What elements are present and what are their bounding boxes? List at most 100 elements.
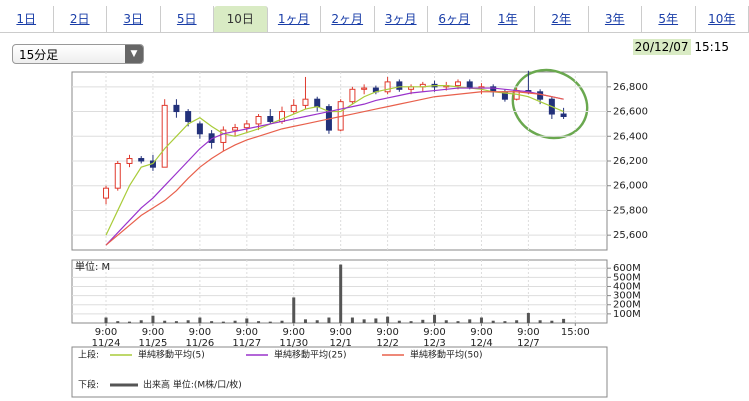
candle-body [361,87,368,90]
x-tick-label: 11/26 [185,338,214,349]
volume-bar [198,317,202,323]
period-tab[interactable]: 2ヶ月 [321,6,375,32]
candle-body [220,129,227,143]
volume-bar [186,320,190,323]
select-arrow[interactable]: ▼ [125,45,143,63]
volume-bar [104,317,108,323]
time: 15:15 [694,40,729,54]
volume-bar [515,320,519,323]
volume-bar [386,316,390,323]
volume-bar [303,319,307,323]
volume-bar [479,317,483,323]
x-tick-label: 12/7 [517,338,539,349]
candle-body [396,81,403,90]
volume-bar [562,318,566,323]
ma-line [105,91,564,246]
legend-box [71,346,608,398]
period-tabs: 1日 2日 3日 5日 10日 1ヶ月 2ヶ月 3ヶ月 6ヶ月 1年 2年 3年 5年 10年 [0,6,749,33]
volume-bar [268,321,272,323]
volume-bar [409,321,413,323]
candle-body [560,113,567,118]
period-tab[interactable]: 10日 [214,6,268,32]
candle-body [173,104,180,113]
candle-body [138,158,145,162]
volume-bar [468,319,472,323]
candle-body [103,187,110,199]
x-tick-label: 9:00 [376,327,398,338]
unit-label: 単位: M [75,260,110,273]
candle-body [290,104,297,113]
legend-label: 上段: [78,349,99,361]
x-tick-label: 12/3 [423,338,445,349]
y-tick-label: 600M [613,263,641,274]
x-tick-label: 9:00 [283,327,305,338]
period-tab[interactable]: 3ヶ月 [375,6,428,32]
volume-bar [444,320,448,323]
candle-body [196,123,203,135]
x-tick-label: 9:00 [470,327,492,338]
period-tab[interactable]: 1年 [482,6,535,32]
candle-body [302,98,309,106]
candle-body [243,123,250,129]
volume-bar [116,321,120,323]
y-tick-label: 25,600 [613,230,648,241]
volume-bar [163,320,167,323]
volume-bar [456,321,460,323]
x-tick-label: 9:00 [189,327,211,338]
legend-entry: 単純移動平均(50) [410,349,482,361]
x-tick-label: 11/25 [139,338,168,349]
y-tick-label: 200M [613,300,641,311]
candle-body [349,88,356,103]
volume-bar [339,264,343,323]
ma-line [105,84,564,236]
period-tab[interactable]: 5年 [642,6,696,32]
x-tick-label: 15:00 [561,327,590,338]
interval-select[interactable]: 15分足 ▼ [12,44,144,64]
volume-bar [257,321,261,323]
period-tab[interactable]: 1日 [0,6,54,32]
candle-body [161,104,168,168]
x-tick-label: 9:00 [517,327,539,338]
candle-body [255,116,262,125]
period-tab[interactable]: 3年 [589,6,642,32]
date: 20/12/07 [632,39,691,55]
legend-entry: 単純移動平均(5) [138,349,205,361]
candle-body [454,81,461,87]
volume-bar [538,320,542,323]
x-tick-label: 9:00 [95,327,117,338]
volume-bar [397,320,401,323]
x-tick-label: 9:00 [236,327,258,338]
x-tick-label: 11/30 [279,338,308,349]
period-tab[interactable]: 5日 [161,6,214,32]
x-tick-label: 12/4 [470,338,492,349]
period-tab[interactable]: 3日 [107,6,161,32]
x-tick-label: 11/24 [92,338,121,349]
y-tick-label: 300M [613,291,641,302]
x-tick-label: 11/27 [232,338,261,349]
period-tab[interactable]: 1ヶ月 [268,6,321,32]
volume-bar [503,321,507,323]
volume-bar [433,314,437,323]
x-tick-label: 9:00 [142,327,164,338]
legend-entry: 出来高 単位:(M株/口/枚) [143,379,242,391]
volume-bar [151,315,155,323]
volume-bar [221,321,225,323]
y-tick-label: 26,000 [613,181,648,192]
x-tick-label: 12/2 [376,338,398,349]
volume-bar [245,318,249,323]
volume-bar [292,297,296,323]
volume-bar [374,318,378,323]
volume-bar [174,321,178,323]
period-tab[interactable]: 6ヶ月 [428,6,482,32]
period-tab[interactable]: 2日 [54,6,107,32]
period-tab[interactable]: 2年 [535,6,589,32]
candle-body [384,81,391,93]
select-text: 15分足 [19,48,59,62]
y-tick-label: 25,800 [613,205,648,216]
timestamp: 20/12/07 15:15 [632,39,729,55]
candle-body [185,111,192,122]
volume-bar [350,317,354,323]
volume-bar [127,321,131,323]
